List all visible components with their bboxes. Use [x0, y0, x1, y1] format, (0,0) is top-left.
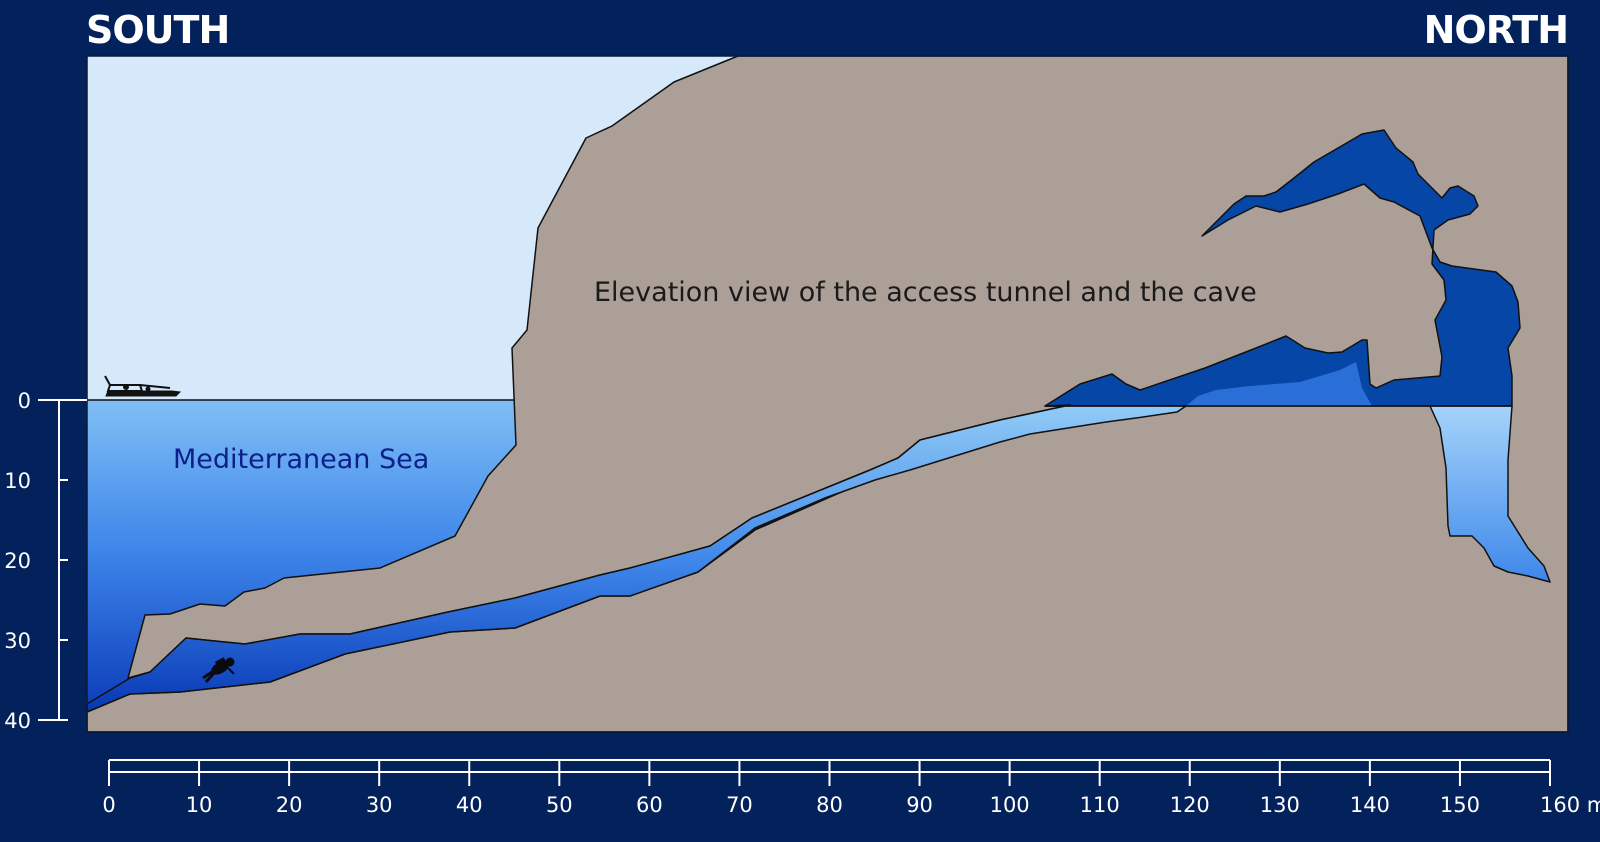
depth-tick-label: 0 [18, 389, 31, 413]
plot-frame [86, 55, 1569, 733]
distance-tick-label: 70 [726, 793, 753, 817]
boat-icon [104, 375, 182, 397]
depth-tick-label: 10 [4, 469, 31, 493]
diagram-title: Elevation view of the access tunnel and … [594, 277, 1257, 308]
air-cave-chamber [1044, 129, 1521, 407]
distance-tick-label: 130 [1260, 793, 1300, 817]
distance-tick-label: 80 [816, 793, 843, 817]
depth-tick-label: 40 [4, 709, 31, 733]
distance-tick-label: 0 [102, 793, 115, 817]
distance-tick-label: 150 [1440, 793, 1480, 817]
distance-tick-label: 20 [276, 793, 303, 817]
distance-tick-label: 60 [636, 793, 663, 817]
distance-axis-ticks: 0 10 20 30 40 50 60 70 80 90 100 110 120 130 140 150 160… [102, 760, 1600, 817]
cave-water [1045, 362, 1372, 406]
north-label: NORTH [1423, 8, 1569, 52]
distance-tick-label: 30 [366, 793, 393, 817]
distance-tick-label: 110 [1080, 793, 1120, 817]
diver-icon [202, 657, 235, 683]
distance-tick-label: 90 [906, 793, 933, 817]
distance-tick-label: 160 m [1540, 793, 1600, 817]
south-label: SOUTH [86, 8, 230, 52]
depth-tick-label: 20 [4, 549, 31, 573]
depth-tick-label: 30 [4, 629, 31, 653]
flooded-shaft [1429, 405, 1551, 583]
distance-tick-label: 50 [546, 793, 573, 817]
sea-label: Mediterranean Sea [173, 444, 429, 475]
distance-tick-label: 140 [1350, 793, 1390, 817]
distance-tick-label: 100 [990, 793, 1030, 817]
depth-axis-ticks: 0 10 20 30 40 [4, 389, 68, 733]
distance-tick-label: 40 [456, 793, 483, 817]
distance-tick-label: 10 [186, 793, 213, 817]
distance-tick-label: 120 [1170, 793, 1210, 817]
